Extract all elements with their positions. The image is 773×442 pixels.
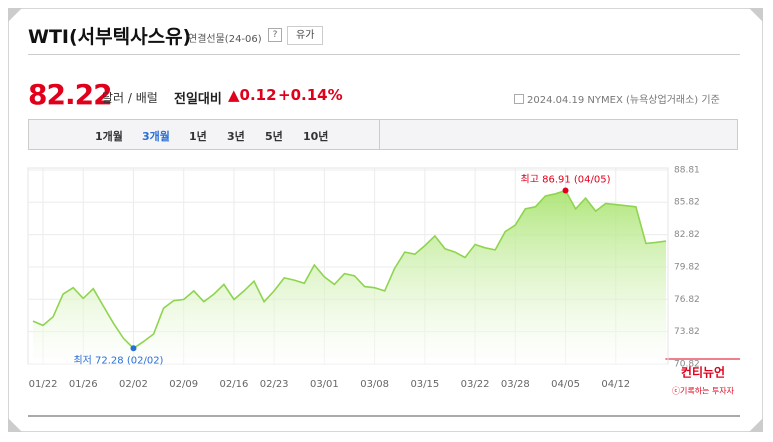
low-label: 최저 72.28 (02/02) [73,354,163,366]
help-button[interactable]: ? [268,28,282,42]
y-tick-label: 88.81 [674,166,700,176]
x-tick-label: 04/12 [601,379,630,390]
y-tick-label: 79.82 [674,262,700,272]
y-tick-label: 70.82 [674,360,700,370]
unit: 달러 / 배럴 [102,91,158,105]
x-tick-label: 02/02 [119,379,148,390]
title: WTI(서부텍사스유) [28,26,192,48]
tab[interactable]: 1년 [189,130,207,143]
basis: 2024.04.19 NYMEX (뉴욕상업거래소) 기준 [514,91,720,106]
watermark: 컨티뉴언 [681,365,725,380]
x-tick-label: 03/01 [310,379,339,390]
y-tick-label: 73.82 [674,327,700,337]
frame [8,8,763,432]
tab[interactable]: 3년 [227,130,245,143]
price: 82.22 [28,78,113,111]
corner [749,418,763,432]
x-tick-label: 02/16 [220,379,249,390]
area [33,190,666,364]
change-label: 전일대비 [174,92,222,107]
watermark-sub: ⓒ기록하는 투자자 [672,386,735,396]
corner [749,8,763,22]
subtitle: 연결선물(24-06) [188,34,262,45]
x-tick-label: 01/26 [69,379,98,390]
x-tick-label: 03/22 [461,379,490,390]
x-tick-label: 01/22 [29,379,58,390]
x-tick-label: 02/23 [260,379,289,390]
tab[interactable]: 5년 [265,130,283,143]
corner [8,8,22,22]
y-tick-label: 82.82 [674,230,700,240]
divider [28,54,740,55]
oil-button[interactable]: 유가 [287,26,324,45]
tab-separator [379,120,380,149]
tab[interactable]: 10년 [303,130,329,143]
x-tick-label: 03/08 [360,379,389,390]
corner [8,418,22,432]
x-tick-label: 04/05 [551,379,580,390]
change: ▲0.12 [228,86,277,104]
change-pct: +0.14% [278,86,343,104]
tab[interactable]: 1개월 [95,130,123,143]
high-point [562,187,569,194]
low-point [130,345,137,352]
x-tick-label: 02/09 [169,379,198,390]
line [32,189,667,350]
y-tick-label: 76.82 [674,295,700,305]
high-label: 최고 86.91 (04/05) [521,173,611,185]
x-tick-label: 03/15 [410,379,439,390]
tabs: 1개월 3개월 1년 3년 5년 10년 [28,119,738,150]
tab[interactable]: 3개월 [142,130,170,143]
y-tick-label: 85.82 [674,198,700,208]
x-tick-label: 03/28 [501,379,530,390]
